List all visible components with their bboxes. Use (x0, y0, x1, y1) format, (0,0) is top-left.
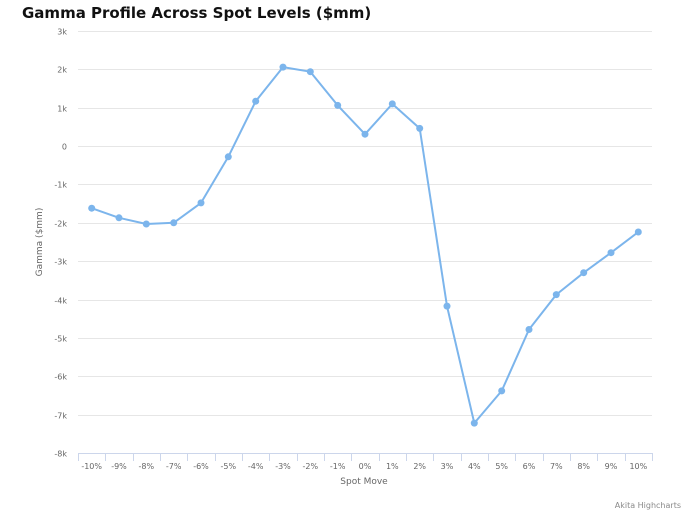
y-tick-label: -6k (54, 373, 67, 382)
x-tick-label: -7% (166, 462, 182, 471)
data-point[interactable] (334, 101, 342, 109)
x-tick-label: 7% (550, 462, 563, 471)
y-tick-label: -8k (54, 450, 67, 459)
data-point[interactable] (552, 291, 560, 299)
data-point[interactable] (498, 387, 506, 395)
x-tick-label: 3% (441, 462, 454, 471)
x-tick-label: 9% (605, 462, 618, 471)
data-point[interactable] (115, 214, 123, 222)
x-tick-label: -6% (193, 462, 209, 471)
y-tick-label: 0 (62, 143, 67, 152)
chart-title: Gamma Profile Across Spot Levels ($mm) (22, 4, 372, 22)
x-tick-label: -10% (81, 462, 102, 471)
data-point[interactable] (388, 100, 396, 108)
x-tick-label: -9% (111, 462, 127, 471)
x-tick-label: -2% (303, 462, 319, 471)
x-axis-title: Spot Move (340, 477, 388, 487)
data-point[interactable] (252, 97, 260, 105)
x-tick-label: -8% (139, 462, 155, 471)
data-point[interactable] (279, 63, 287, 71)
y-tick-label: -4k (54, 297, 67, 306)
data-point[interactable] (443, 302, 451, 310)
y-tick-label: 3k (57, 28, 67, 37)
y-tick-label: -7k (54, 412, 67, 421)
data-point[interactable] (607, 249, 615, 257)
y-axis-title: Gamma ($mm) (35, 208, 45, 277)
data-point[interactable] (470, 419, 478, 427)
data-point[interactable] (306, 68, 314, 76)
x-axis: -10% -9% -8% -7% -6% -5% -4% -3% -2% -1% 0% 1% 2% 3% 4… (78, 453, 653, 471)
x-tick-label: 5% (495, 462, 508, 471)
y-tick-label: -1k (54, 181, 67, 190)
data-point[interactable] (634, 228, 642, 236)
series (88, 63, 642, 427)
data-point[interactable] (361, 130, 369, 138)
x-tick-label: 1% (386, 462, 399, 471)
x-tick-label: -5% (221, 462, 237, 471)
series-line (91, 66, 639, 425)
y-tick-label: 2k (57, 66, 67, 75)
x-tick-label: 6% (523, 462, 536, 471)
data-point[interactable] (416, 124, 424, 132)
data-point[interactable] (525, 326, 533, 333)
data-point[interactable] (580, 269, 588, 277)
x-tick-label: -4% (248, 462, 264, 471)
y-tick-label: -5k (54, 335, 67, 344)
y-tick-label: 1k (57, 105, 67, 114)
grid-lines (78, 31, 652, 416)
data-point[interactable] (88, 204, 96, 212)
y-tick-label: -2k (54, 220, 67, 229)
data-point[interactable] (170, 219, 178, 227)
x-tick-label: -1% (330, 462, 346, 471)
y-axis-ticks: -8k -7k -6k -5k -4k -3k -2k -1k 0 1k 2k 3k (54, 28, 67, 459)
data-point[interactable] (224, 153, 232, 161)
x-tick-label: 2% (413, 462, 426, 471)
x-tick-label: 4% (468, 462, 481, 471)
x-tick-label: 8% (577, 462, 590, 471)
x-tick-label: 0% (359, 462, 372, 471)
data-point[interactable] (197, 199, 205, 207)
x-tick-label: -3% (275, 462, 291, 471)
y-tick-label: -3k (54, 258, 67, 267)
data-point[interactable] (142, 220, 150, 228)
x-tick-label: 10% (629, 462, 647, 471)
chart-credit: Akita Highcharts (614, 501, 681, 510)
